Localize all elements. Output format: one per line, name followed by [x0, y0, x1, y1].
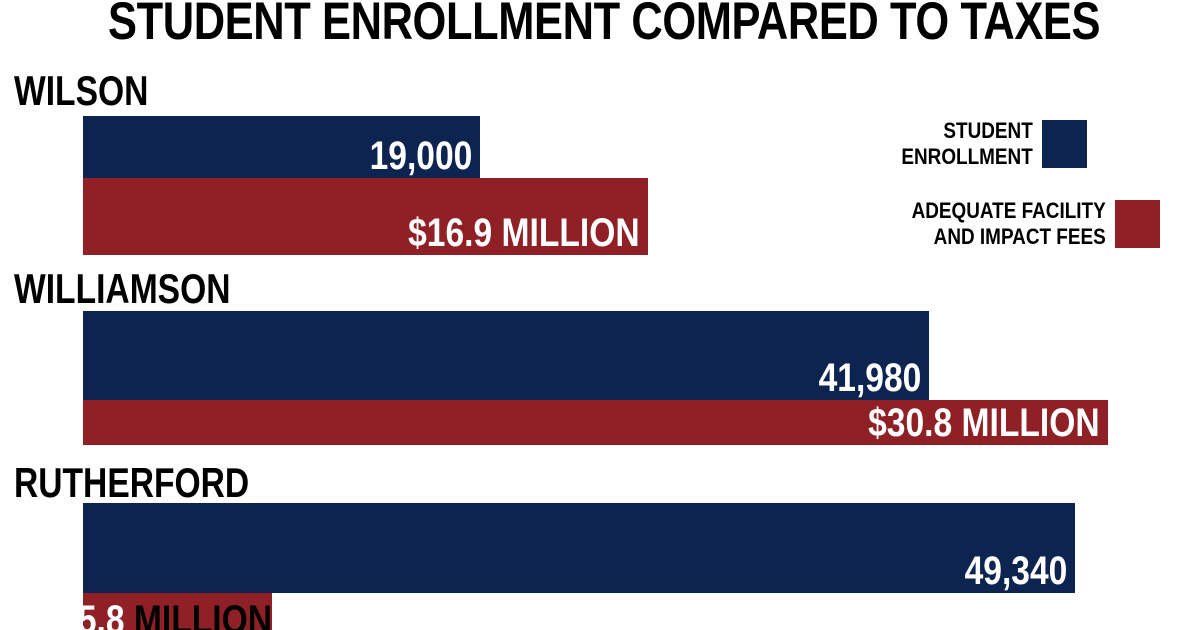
- bar-value-enrollment-williamson: 41,980: [818, 356, 921, 400]
- bar-fees-rutherford: $5.8 MILLION: [59, 593, 272, 630]
- bar-fees-williamson: $30.8 MILLION: [83, 400, 1108, 445]
- group-label-wilson: WILSON: [14, 67, 149, 114]
- fees-swatch-icon: [1114, 200, 1160, 248]
- bar-enrollment-williamson: 41,980: [83, 311, 929, 400]
- bar-fees-wilson: $16.9 MILLION: [83, 178, 648, 255]
- bar-value-fees-rutherford: $5.8 MILLION: [59, 600, 272, 630]
- group-label-williamson: WILLIAMSON: [14, 265, 231, 312]
- bar-value-fees-rutherford-inside: $5.8: [59, 598, 134, 630]
- enrollment-swatch-icon: [1041, 120, 1087, 168]
- bar-enrollment-wilson: 19,000: [83, 116, 480, 178]
- bar-value-fees-wilson: $16.9 MILLION: [408, 211, 640, 255]
- bar-value-fees-williamson: $30.8 MILLION: [868, 401, 1100, 445]
- legend-label-enrollment: STUDENT ENROLLMENT: [901, 118, 1033, 169]
- bar-value-enrollment-rutherford: 49,340: [964, 549, 1067, 593]
- bar-value-fees-rutherford-outside: MILLION: [133, 598, 272, 630]
- legend-item-fees: ADEQUATE FACILITY AND IMPACT FEES: [880, 198, 1160, 250]
- bar-enrollment-rutherford: 49,340: [83, 503, 1075, 593]
- legend-label-fees: ADEQUATE FACILITY AND IMPACT FEES: [911, 198, 1106, 249]
- page-title: STUDENT ENROLLMENT COMPARED TO TAXES: [108, 0, 1101, 51]
- legend-item-enrollment: STUDENT ENROLLMENT: [880, 118, 1087, 170]
- group-label-rutherford: RUTHERFORD: [14, 459, 250, 506]
- bar-value-enrollment-wilson: 19,000: [369, 134, 472, 178]
